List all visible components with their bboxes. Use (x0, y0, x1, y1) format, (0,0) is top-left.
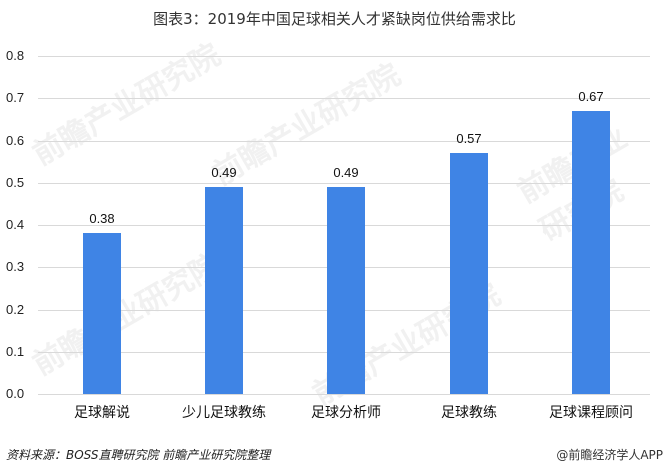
x-tick-label: 少儿足球教练 (182, 405, 266, 421)
y-tick-label: 0.3 (6, 259, 25, 274)
x-tick-label: 足球课程顾问 (549, 405, 633, 421)
y-tick-label: 0.4 (6, 217, 25, 232)
gridline (38, 141, 650, 142)
bar-value-label: 0.57 (456, 131, 482, 146)
bar (327, 187, 365, 394)
y-tick-label: 0.1 (6, 344, 25, 359)
x-tick-label: 足球教练 (441, 405, 497, 421)
x-tick-label: 足球分析师 (311, 405, 381, 421)
bar-value-label: 0.38 (89, 211, 115, 226)
bar (450, 153, 488, 394)
bar (83, 233, 121, 394)
watermark: 前瞻产业研究院 (27, 37, 227, 173)
y-tick-label: 0.2 (6, 302, 25, 317)
bar-value-label: 0.49 (211, 165, 237, 180)
gridline (38, 394, 650, 395)
gridline (38, 183, 650, 184)
bar-value-label: 0.49 (333, 165, 359, 180)
bar (205, 187, 243, 394)
x-tick-label: 足球解说 (74, 405, 130, 421)
chart-title: 图表3：2019年中国足球相关人才紧缺岗位供给需求比 (153, 10, 516, 28)
y-tick-label: 0.7 (6, 90, 25, 105)
watermark: 前瞻产业研究院 (27, 247, 227, 383)
source-note: 资料来源：BOSS直聘研究院 前瞻产业研究院整理 (6, 448, 271, 462)
gridline (38, 98, 650, 99)
y-tick-label: 0.5 (6, 175, 25, 190)
y-tick-label: 0.8 (6, 48, 25, 63)
y-tick-label: 0.6 (6, 133, 25, 148)
credit-label: @前瞻经济学人APP (556, 448, 663, 462)
y-tick-label: 0.0 (6, 386, 25, 401)
gridline (38, 56, 650, 57)
bar-value-label: 0.67 (578, 89, 604, 104)
bar (572, 111, 610, 394)
